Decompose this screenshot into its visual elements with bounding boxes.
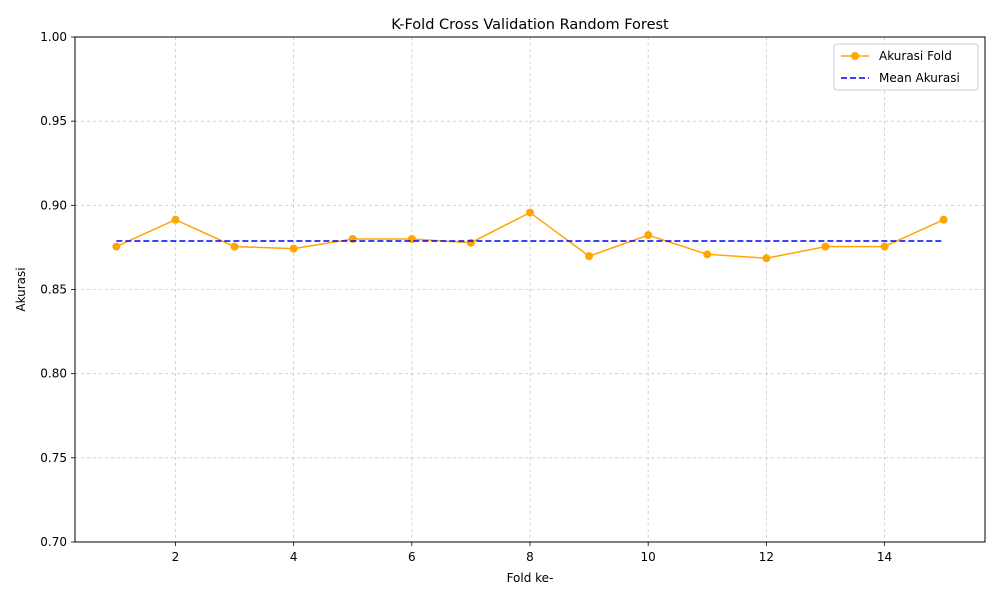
data-point [112, 242, 121, 251]
chart-title: K-Fold Cross Validation Random Forest [391, 17, 669, 33]
data-point [880, 242, 889, 251]
legend: Akurasi Fold Mean Akurasi [833, 43, 979, 91]
data-point [703, 250, 712, 259]
y-tick-label: 0.80 [40, 367, 67, 381]
legend-marker-akurasi-fold [851, 52, 859, 60]
legend-label-akurasi-fold: Akurasi Fold [879, 49, 952, 63]
series-layer [112, 208, 948, 263]
data-point [407, 235, 416, 243]
x-axis-title: Fold ke- [507, 571, 554, 585]
x-tick-label: 12 [759, 550, 774, 564]
data-point [171, 215, 180, 224]
data-point [289, 244, 298, 253]
y-tick-label: 0.70 [40, 535, 67, 549]
y-tick-label: 0.90 [40, 198, 67, 212]
data-point [939, 215, 948, 224]
y-axis-title: Akurasi [14, 267, 28, 311]
data-point [348, 235, 357, 243]
data-point [762, 254, 771, 263]
y-tick-label: 0.85 [40, 283, 67, 297]
data-point [466, 238, 475, 247]
x-tick-label: 2 [172, 550, 180, 564]
x-tick-label: 14 [877, 550, 892, 564]
data-point [230, 242, 239, 251]
legend-box [833, 43, 979, 91]
data-point [821, 242, 830, 251]
x-tick-label: 8 [526, 550, 534, 564]
axis-ticks: 2 4 6 8 10 12 14 0.70 0.75 0.80 0.85 0.90 0.95 1.00 [40, 30, 892, 564]
x-tick-label: 4 [290, 550, 298, 564]
x-tick-label: 6 [408, 550, 416, 564]
y-tick-label: 0.95 [40, 114, 67, 128]
y-tick-label: 0.75 [40, 451, 67, 465]
data-point [644, 231, 653, 240]
x-tick-label: 10 [641, 550, 656, 564]
data-point [526, 208, 534, 217]
legend-label-mean-akurasi: Mean Akurasi [879, 71, 960, 85]
data-point [585, 252, 594, 261]
y-tick-label: 1.00 [40, 30, 67, 44]
